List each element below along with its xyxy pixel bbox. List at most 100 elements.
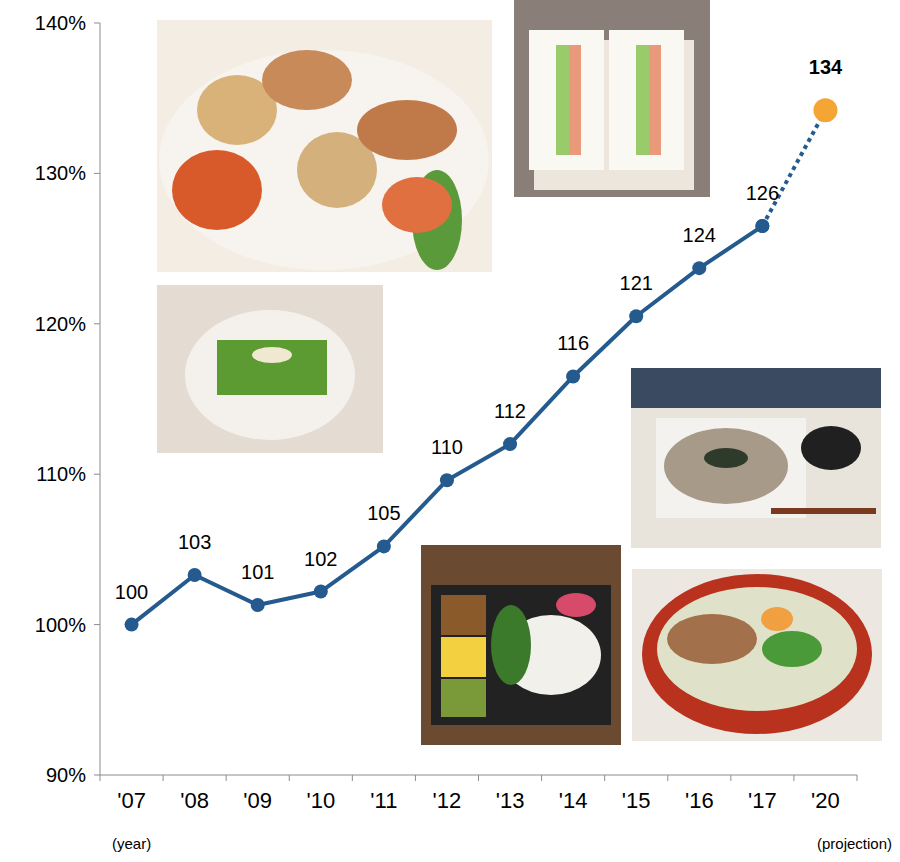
x-tick-label: '17 (748, 788, 777, 813)
y-tick (94, 23, 100, 24)
y-tick (94, 323, 100, 324)
data-labels: 100103101102105110112116121124126134 (115, 56, 843, 602)
data-point (314, 585, 328, 599)
photo-detail (262, 50, 352, 110)
y-tick-label: 110% (36, 463, 86, 485)
x-band-tick (667, 775, 668, 781)
data-label: 116 (557, 332, 589, 354)
photo-detail (761, 607, 793, 631)
photo-bg (421, 545, 621, 745)
x-band-tick (857, 775, 858, 781)
plot-area (125, 98, 838, 631)
data-point (755, 219, 769, 233)
data-label: 126 (746, 182, 779, 204)
photo (632, 569, 882, 741)
x-tick-label: '14 (559, 788, 588, 813)
x-tick-label: '12 (433, 788, 462, 813)
y-axis (100, 23, 101, 775)
data-point (377, 539, 391, 553)
photo-detail (172, 150, 262, 230)
photo-detail (529, 30, 604, 170)
photo (514, 0, 710, 197)
x-tick-label: '09 (243, 788, 272, 813)
photo (631, 368, 881, 548)
x-tick-label: '08 (180, 788, 209, 813)
photo-bg (632, 569, 882, 741)
photo (157, 20, 492, 272)
photo-detail (609, 30, 684, 170)
x-tick-label: '07 (117, 788, 146, 813)
y-tick (94, 775, 100, 776)
photo-detail (664, 428, 788, 504)
y-tick-label: 100% (35, 614, 86, 636)
data-label: 110 (431, 436, 463, 458)
data-point (755, 219, 769, 233)
photo-detail (569, 45, 581, 155)
x-tick-label: '10 (306, 788, 335, 813)
photo-bg (157, 285, 383, 453)
data-point (813, 98, 837, 122)
photo (421, 545, 621, 745)
photo-bg (631, 368, 881, 548)
y-tick-label: 140% (35, 12, 86, 34)
x-band-tick (163, 775, 164, 781)
x-band-tick (478, 775, 479, 781)
x-tick-label: '11 (370, 788, 397, 813)
y-tick-label: 90% (46, 764, 86, 786)
x-tick-label: '13 (496, 788, 525, 813)
data-label: 112 (494, 400, 526, 422)
photo-detail (657, 587, 857, 711)
chart: 90%100%110%120%130%140%'07'08'09'10'11'1… (0, 0, 900, 862)
data-label: 121 (620, 272, 653, 294)
y-tick (94, 624, 100, 625)
photo (157, 285, 383, 453)
photo-bg (157, 20, 492, 272)
data-label: 103 (178, 531, 211, 553)
photo-detail (441, 679, 486, 717)
data-point (692, 261, 706, 275)
data-point (125, 618, 139, 632)
photo-detail (762, 631, 822, 667)
photo-detail (704, 448, 748, 468)
photo-detail (185, 310, 355, 440)
photo-detail (357, 100, 457, 160)
photo-detail (631, 408, 881, 548)
data-point (566, 369, 580, 383)
x-tick-label: '16 (685, 788, 714, 813)
data-label: 100 (115, 581, 148, 603)
photo-detail (556, 593, 596, 617)
data-point (440, 473, 454, 487)
x-band-tick (226, 775, 227, 781)
photo-detail (801, 426, 861, 470)
data-label: 134 (809, 56, 843, 78)
data-point (629, 309, 643, 323)
photo-detail (771, 508, 876, 514)
photo-detail (252, 347, 292, 363)
photo-detail (667, 614, 757, 664)
x-tick-label: '20 (811, 788, 840, 813)
x-band-tick (415, 775, 416, 781)
photo-detail (491, 605, 531, 685)
series-line (132, 226, 763, 625)
x-band-tick (793, 775, 794, 781)
x-band-tick (730, 775, 731, 781)
x-band-tick (352, 775, 353, 781)
photo-detail (431, 585, 611, 725)
y-tick (94, 474, 100, 475)
photo-detail (656, 418, 806, 518)
x-tick-label: '15 (622, 788, 651, 813)
annotation: (projection) (817, 835, 892, 852)
photo-detail (159, 50, 489, 270)
x-axis-title: (year) (112, 835, 151, 852)
photo-detail (649, 45, 661, 155)
photo-detail (217, 340, 327, 395)
photo-detail (441, 637, 486, 677)
x-band-tick (100, 775, 101, 781)
data-point (251, 598, 265, 612)
photo-detail (382, 177, 452, 233)
data-label: 124 (683, 224, 716, 246)
y-tick-label: 120% (35, 313, 86, 335)
data-label: 101 (241, 561, 274, 583)
photo-detail (642, 574, 872, 734)
photo-detail (441, 595, 486, 635)
